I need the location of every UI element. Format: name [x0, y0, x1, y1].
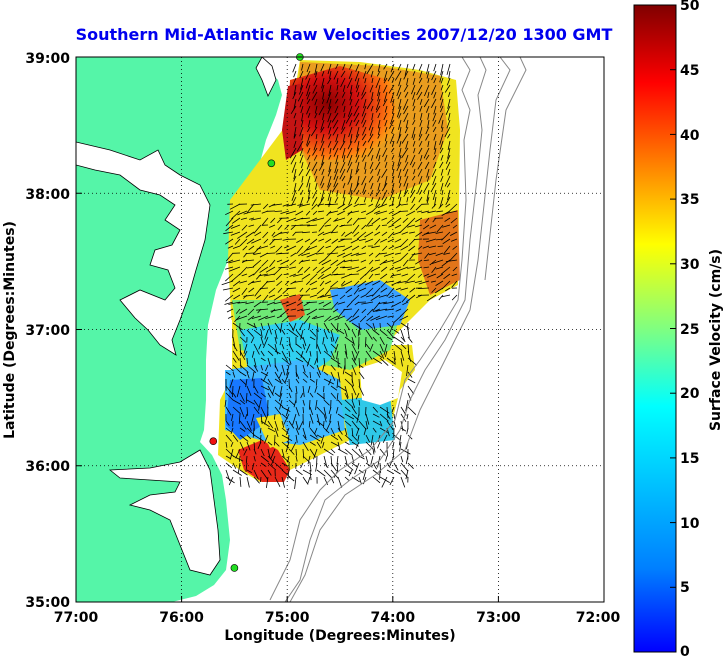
x-tick-labels: 77:00 76:00 75:00 74:00 73:00 72:00 — [54, 610, 621, 626]
y-tick-label: 35:00 — [25, 595, 70, 611]
colorbar-tick-label: 0 — [680, 644, 690, 659]
colorbar-tick-labels: 50 45 40 35 30 25 20 15 10 5 0 — [680, 0, 700, 659]
station-marker — [230, 564, 239, 572]
y-tick-label: 38:00 — [25, 187, 70, 203]
tick-marks — [76, 192, 499, 602]
velocity-vectors — [221, 63, 458, 489]
y-axis-label: Latitude (Degrees:Minutes) — [2, 221, 18, 439]
colorbar — [633, 4, 677, 653]
x-tick-label: 73:00 — [476, 610, 521, 626]
colorbar-tick-label: 35 — [680, 192, 699, 208]
colorbar-ticks — [670, 69, 676, 588]
x-tick-label: 77:00 — [54, 610, 99, 626]
x-tick-label: 74:00 — [371, 610, 416, 626]
y-tick-label: 37:00 — [25, 323, 70, 339]
chesapeake-bay — [76, 141, 211, 356]
colorbar-tick-label: 15 — [680, 451, 699, 467]
x-tick-label: 72:00 — [576, 610, 621, 626]
map-title: Southern Mid-Atlantic Raw Velocities 200… — [76, 25, 613, 44]
colorbar-tick-label: 10 — [680, 516, 700, 532]
station-markers — [209, 53, 304, 572]
colorbar-tick-label: 20 — [680, 386, 700, 402]
x-axis-label: Longitude (Degrees:Minutes) — [224, 628, 455, 644]
colorbar-tick-label: 50 — [680, 0, 700, 14]
y-tick-label: 39:00 — [25, 51, 70, 67]
colorbar-tick-label: 5 — [680, 580, 690, 596]
colorbar-tick-label: 25 — [680, 322, 699, 338]
bathymetry-contours — [269, 57, 527, 602]
y-tick-label: 36:00 — [25, 459, 70, 475]
pamlico-sound — [108, 449, 221, 576]
station-marker — [209, 437, 218, 446]
colorbar-tick-label: 40 — [680, 128, 700, 144]
x-tick-label: 75:00 — [265, 610, 310, 626]
colorbar-tick-label: 45 — [680, 63, 699, 79]
grid-lines — [76, 57, 604, 602]
station-marker — [267, 159, 276, 168]
delaware-bay — [255, 57, 277, 97]
colorbar-label: Surface Velocity (cm/s) — [708, 249, 724, 431]
y-tick-labels: 39:00 38:00 37:00 36:00 35:00 — [25, 51, 70, 611]
colorbar-tick-label: 30 — [680, 257, 700, 273]
x-tick-label: 76:00 — [159, 610, 204, 626]
land-mass — [76, 57, 282, 602]
